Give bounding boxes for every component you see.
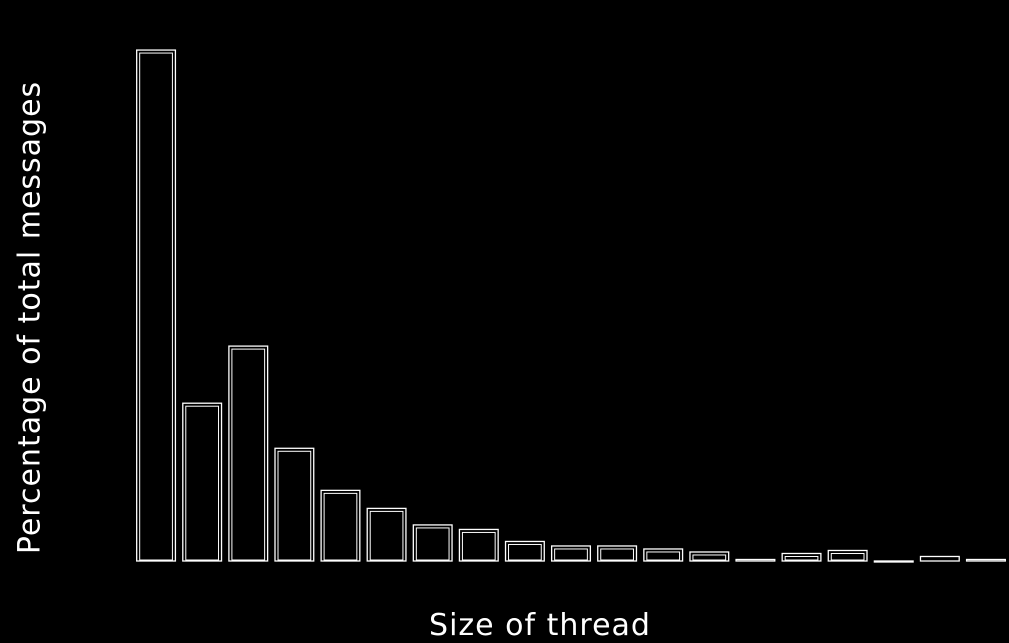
bar-15 [781,552,822,562]
bar-inner-outline-3 [231,348,266,561]
bar-4 [274,447,315,562]
bar-inner-outline-13 [692,554,727,561]
bar-inner-outline-1 [139,52,173,561]
bar-inner-outline-5 [323,492,358,561]
bar-3 [228,345,269,562]
bar-13 [689,551,730,562]
bar-7 [412,524,453,562]
bar-2 [182,402,223,562]
bar-5 [320,489,361,562]
x-axis-label: Size of thread [429,608,651,643]
bar-12 [643,548,684,562]
bar-9 [504,540,545,562]
bar-inner-outline-16 [830,552,865,561]
bar-16 [827,549,868,562]
bar-inner-outline-6 [369,510,404,561]
y-axis-label: Percentage of total messages [12,80,48,555]
bar-11 [597,545,638,562]
bar-6 [366,507,407,562]
bar-inner-outline-2 [185,405,220,561]
bar-inner-outline-12 [646,551,681,561]
bar-10 [550,545,592,562]
bar-inner-outline-7 [415,527,450,561]
bar-inner-outline-15 [784,555,819,561]
bar-1 [136,49,177,562]
bar-17 [873,560,914,563]
bar-inner-outline-9 [508,543,542,561]
bar-14 [735,558,776,562]
bar-inner-outline-4 [277,450,312,561]
bar-inner-outline-10 [554,548,588,561]
bar-19 [965,558,1006,562]
bar-18 [919,555,960,562]
bar-8 [458,528,499,562]
bar-inner-outline-11 [600,548,634,561]
bar-inner-outline-8 [461,531,496,561]
